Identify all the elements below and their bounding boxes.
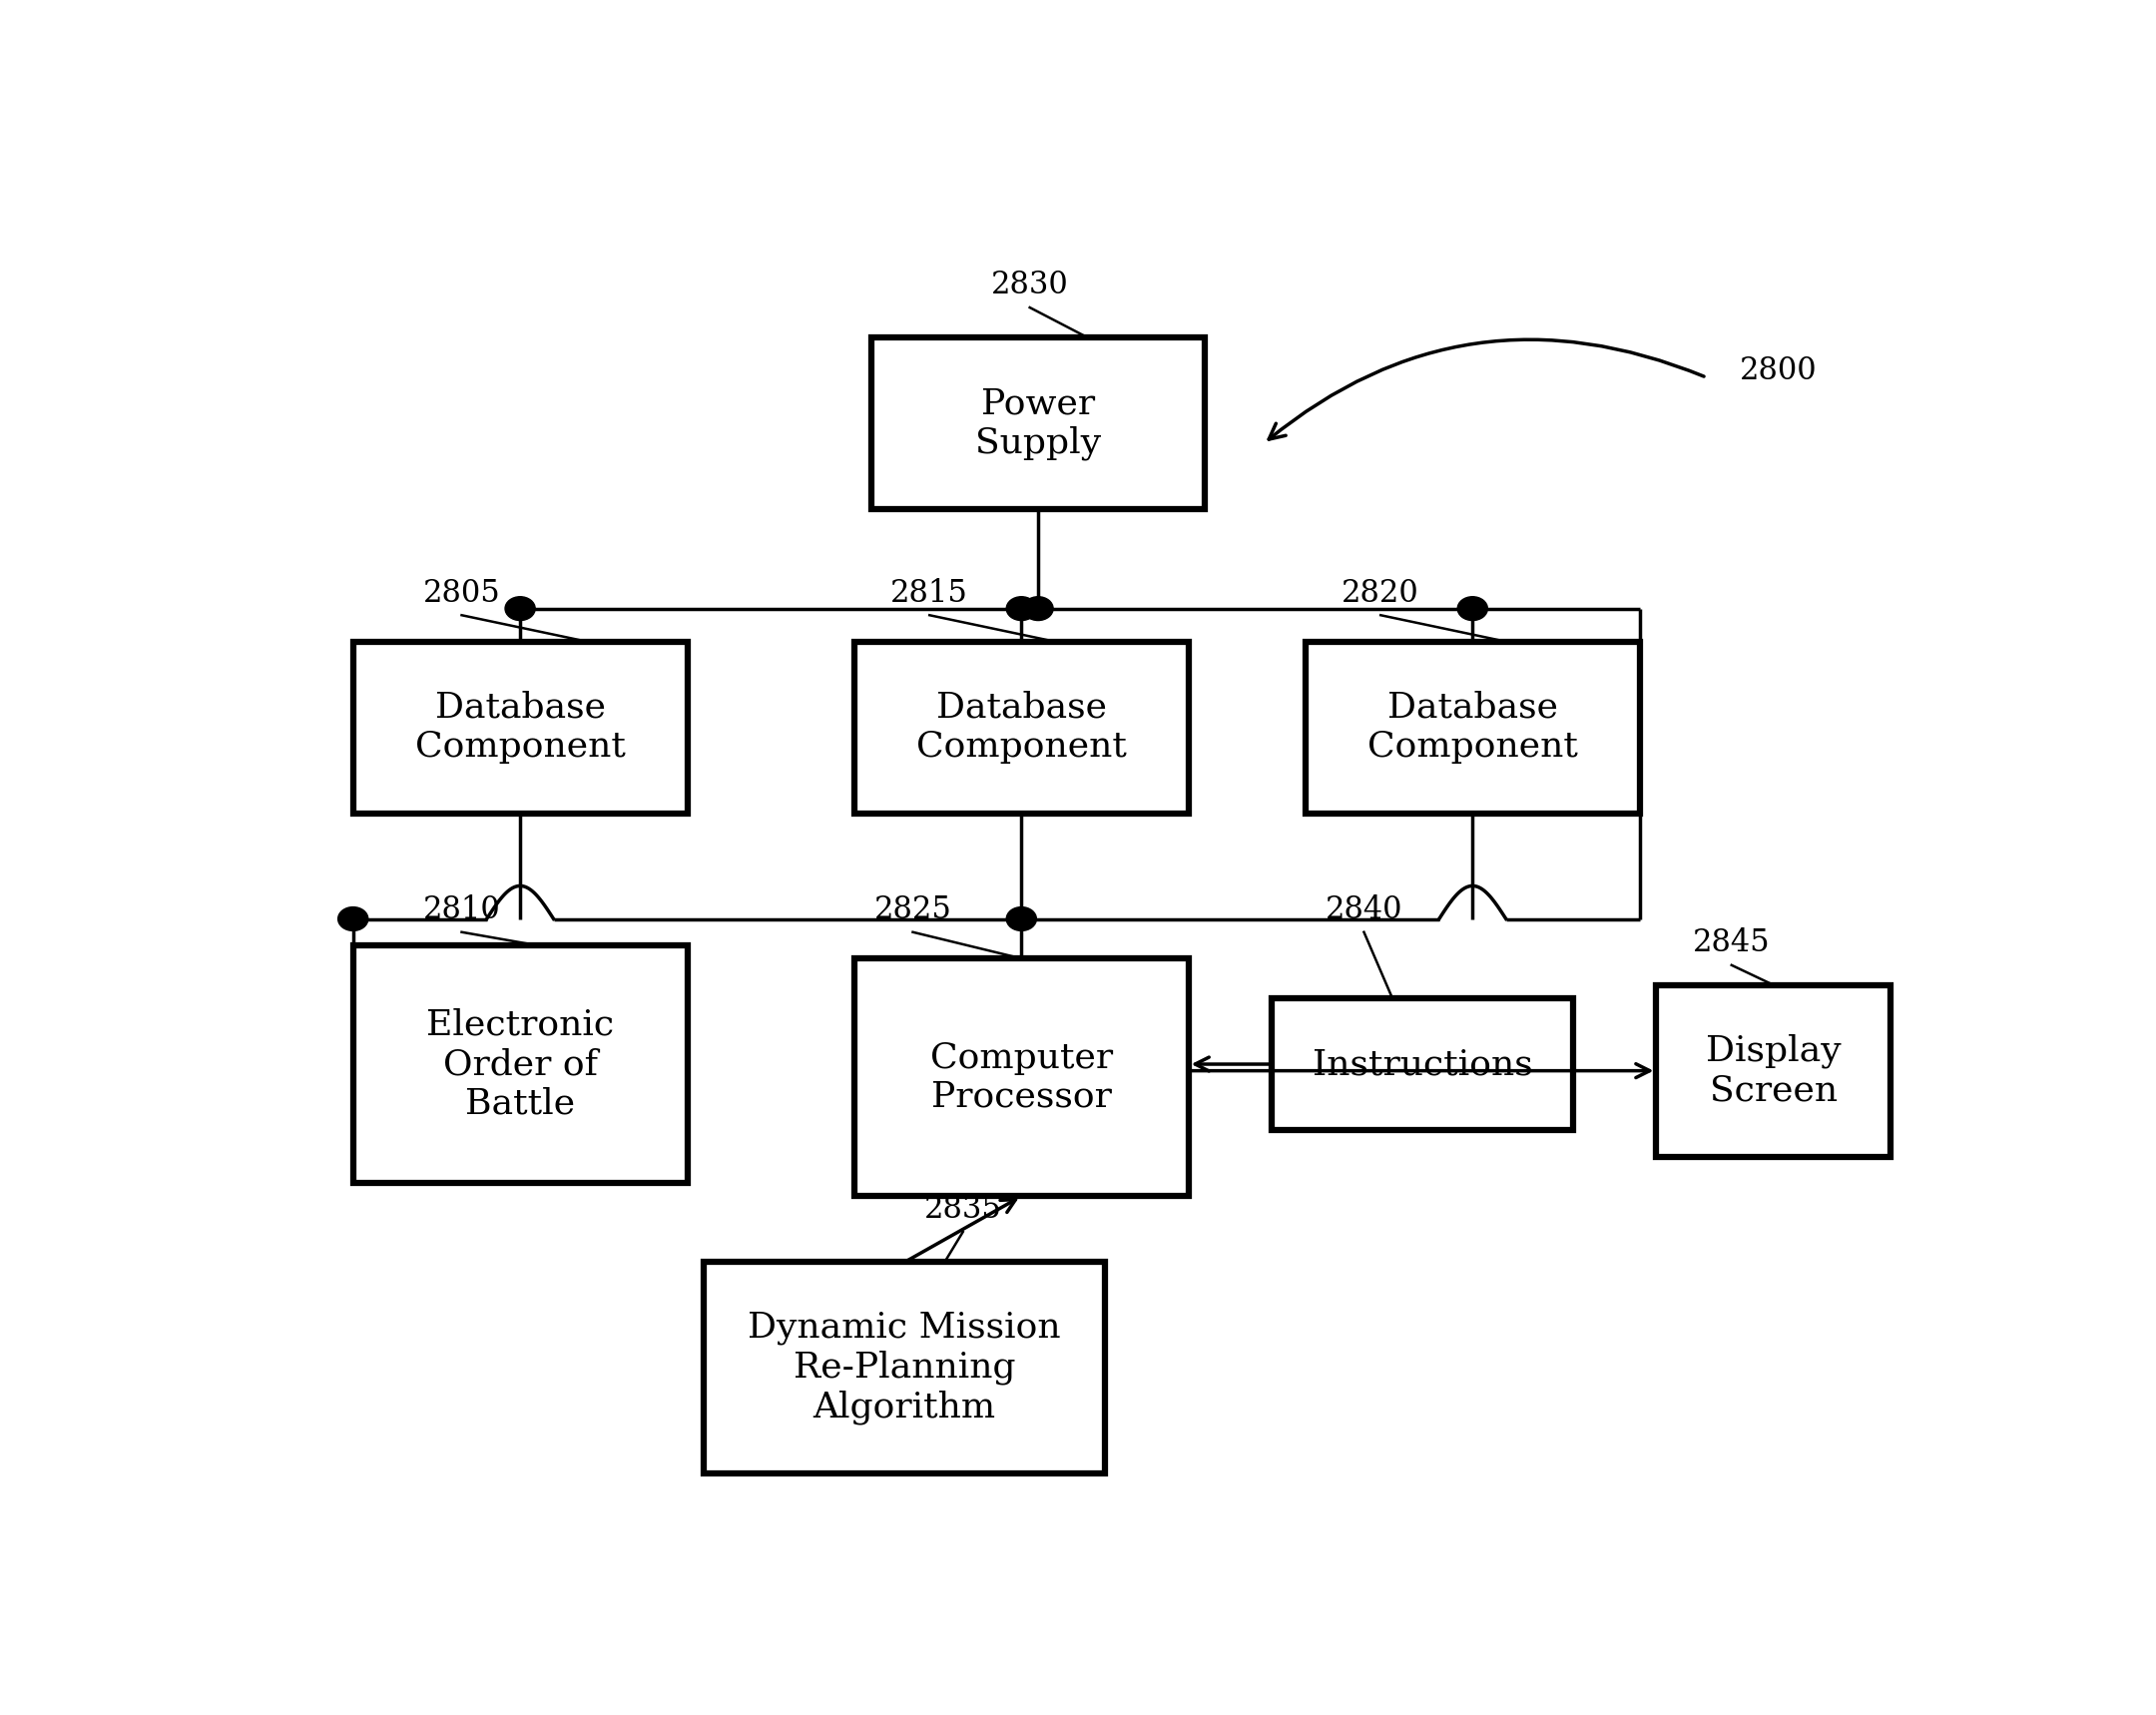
FancyBboxPatch shape [354, 945, 688, 1183]
Text: Database
Component: Database Component [414, 691, 625, 765]
Text: Database
Component: Database Component [916, 691, 1128, 765]
Circle shape [1007, 597, 1037, 621]
FancyBboxPatch shape [1656, 984, 1891, 1156]
FancyBboxPatch shape [703, 1262, 1106, 1473]
Text: 2845: 2845 [1692, 928, 1770, 959]
Circle shape [505, 597, 535, 621]
Circle shape [1457, 597, 1488, 621]
Text: 2810: 2810 [423, 895, 500, 926]
Text: 2835: 2835 [925, 1194, 1003, 1225]
Text: 2830: 2830 [992, 269, 1069, 300]
Text: 2840: 2840 [1326, 895, 1404, 926]
Text: 2820: 2820 [1341, 578, 1419, 609]
Text: Instructions: Instructions [1313, 1048, 1533, 1080]
FancyBboxPatch shape [854, 641, 1188, 813]
FancyBboxPatch shape [1304, 641, 1641, 813]
FancyBboxPatch shape [871, 338, 1205, 509]
Text: Electronic
Order of
Battle: Electronic Order of Battle [427, 1008, 614, 1120]
FancyBboxPatch shape [854, 959, 1188, 1197]
FancyBboxPatch shape [354, 641, 688, 813]
Text: 2815: 2815 [890, 578, 968, 609]
Text: Dynamic Mission
Re-Planning
Algorithm: Dynamic Mission Re-Planning Algorithm [748, 1310, 1061, 1425]
Text: Database
Component: Database Component [1367, 691, 1578, 765]
Circle shape [338, 907, 369, 931]
Text: 2805: 2805 [423, 578, 500, 609]
FancyBboxPatch shape [1272, 998, 1574, 1130]
Text: Computer
Processor: Computer Processor [929, 1041, 1112, 1115]
Text: Display
Screen: Display Screen [1705, 1034, 1841, 1108]
Text: Power
Supply: Power Supply [975, 388, 1102, 461]
Text: 2825: 2825 [873, 895, 951, 926]
Text: 2800: 2800 [1740, 355, 1818, 386]
Circle shape [1024, 597, 1052, 621]
Circle shape [1007, 907, 1037, 931]
